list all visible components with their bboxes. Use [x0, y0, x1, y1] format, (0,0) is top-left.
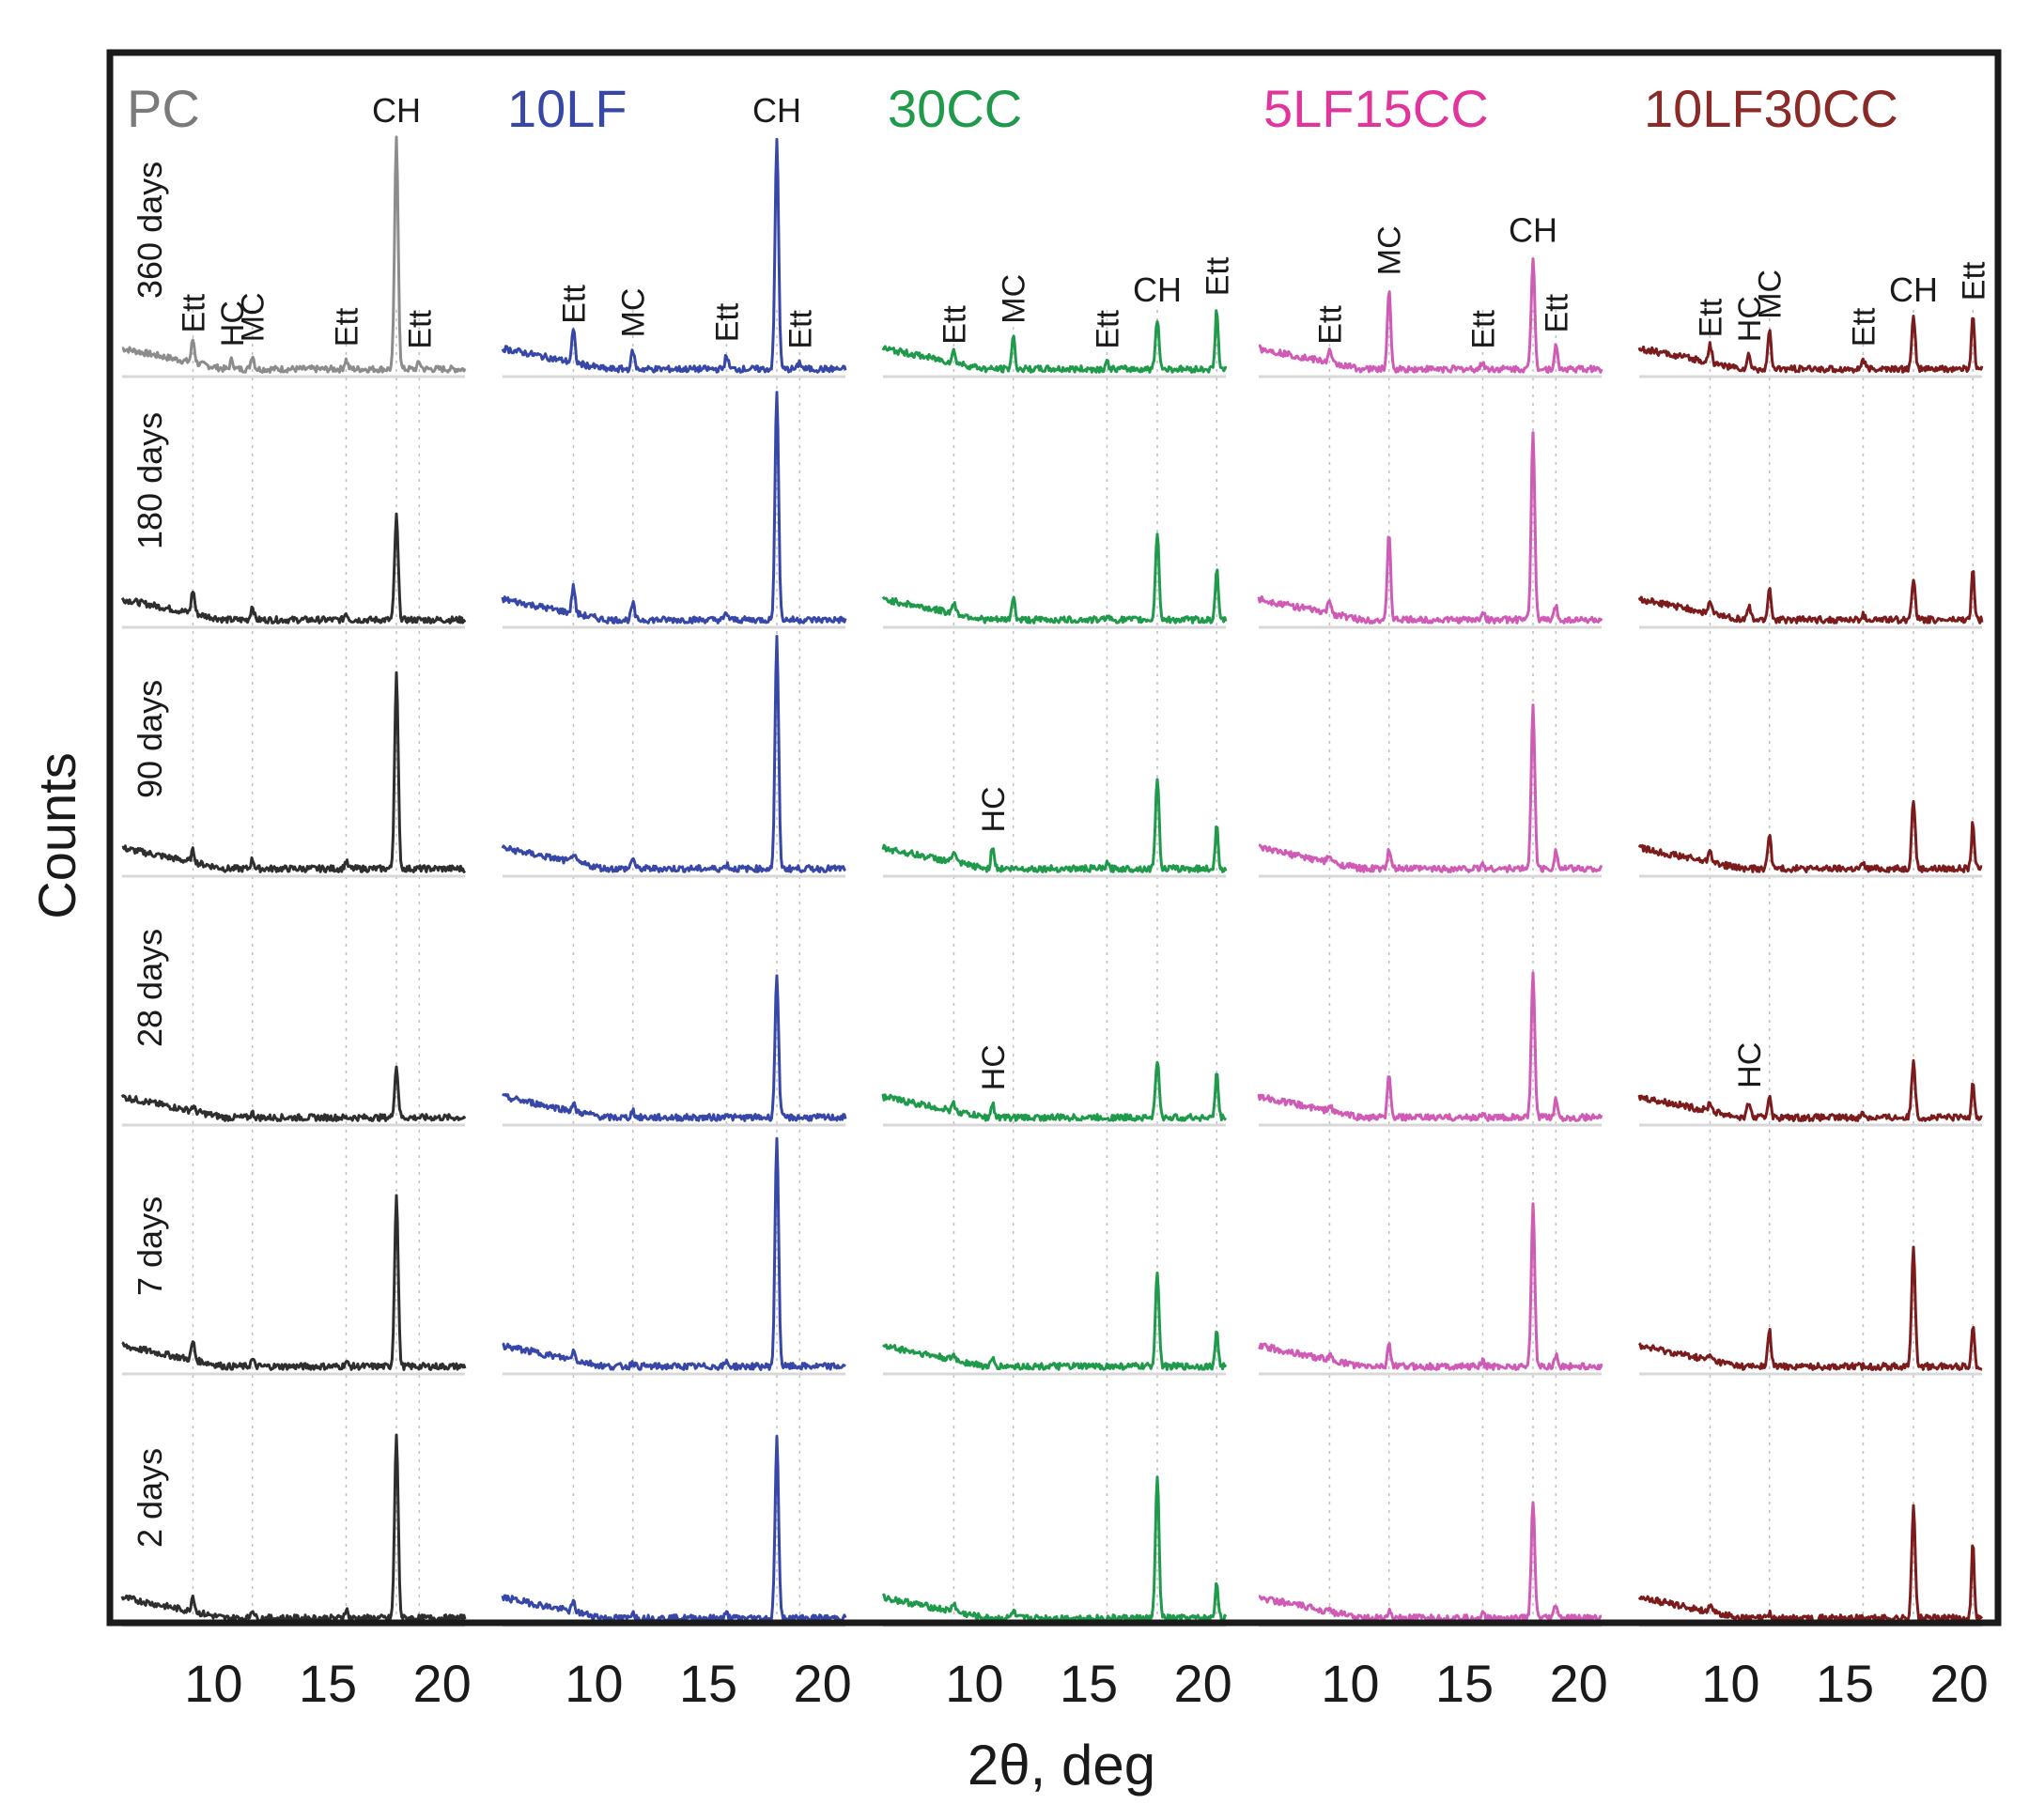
- xrd-trace: [502, 974, 847, 1122]
- age-label: 7 days: [131, 1196, 169, 1296]
- x-tick-label: 15: [1816, 1654, 1874, 1713]
- peak-label-ch: CH: [752, 91, 801, 130]
- xrd-trace: [1637, 315, 1984, 374]
- panel-title: 10LF: [507, 79, 627, 138]
- x-tick-label: 10: [565, 1654, 623, 1713]
- x-tick-label: 10: [1701, 1654, 1759, 1713]
- age-label: 28 days: [131, 929, 169, 1047]
- xrd-trace: [501, 635, 847, 873]
- xrd-trace: [502, 1136, 846, 1371]
- peak-label: MC: [616, 288, 652, 338]
- peak-label: MC: [1753, 270, 1789, 319]
- peak-label-ch: CH: [1889, 270, 1938, 309]
- xrd-trace: [1637, 1058, 1983, 1122]
- x-tick-label: 20: [1174, 1654, 1232, 1713]
- xrd-trace: [501, 137, 847, 374]
- xrd-trace: [1637, 570, 1984, 625]
- x-tick-label: 10: [184, 1654, 242, 1713]
- peak-label: Ett: [1200, 256, 1235, 296]
- panel-title: 30CC: [888, 79, 1022, 138]
- peak-label: Ett: [329, 307, 364, 347]
- xrd-trace: [881, 1060, 1228, 1122]
- peak-label: Ett: [937, 305, 972, 345]
- x-tick-label: 10: [1321, 1654, 1379, 1713]
- x-tick-label: 20: [413, 1654, 472, 1713]
- peak-label: Ett: [1846, 307, 1882, 347]
- x-tick-label: 15: [1060, 1654, 1118, 1713]
- x-tick-label: 20: [794, 1654, 852, 1713]
- xrd-trace: [1637, 799, 1983, 873]
- xrd-trace: [881, 778, 1228, 873]
- age-label: 90 days: [131, 680, 169, 798]
- peak-label: Ett: [1693, 298, 1728, 337]
- x-tick-label: 15: [679, 1654, 737, 1713]
- xrd-trace: [120, 512, 467, 625]
- xrd-trace: [1637, 1245, 1983, 1371]
- panel-title: 10LF30CC: [1644, 79, 1898, 138]
- peak-label: Ett: [1956, 261, 1991, 301]
- peak-label-ch: CH: [1133, 270, 1182, 309]
- plot-frame: [106, 49, 2002, 1627]
- age-label: 2 days: [131, 1448, 169, 1548]
- x-tick-label: 20: [1550, 1654, 1608, 1713]
- peak-label: HC: [976, 786, 1012, 832]
- xrd-trace: [882, 1272, 1228, 1371]
- y-axis-label: Counts: [27, 752, 86, 918]
- xrd-trace: [1257, 1202, 1603, 1371]
- xrd-trace: [120, 1065, 467, 1122]
- x-tick-label: 15: [1435, 1654, 1494, 1713]
- x-tick-label: 20: [1930, 1654, 1989, 1713]
- peak-label: HC: [976, 1044, 1012, 1090]
- xrd-trace: [1637, 1504, 1984, 1623]
- panel-title: 5LF15CC: [1263, 79, 1489, 138]
- xrd-trace: [881, 1475, 1228, 1623]
- xrd-trace: [881, 309, 1228, 374]
- peak-label: Ett: [1312, 305, 1348, 345]
- panel-5lf15cc: 5LF15CC Ett MC Ett CH Ett 10 15 20: [1257, 79, 1608, 1713]
- peak-label-ch: CH: [372, 91, 421, 130]
- peak-label: Ett: [1090, 310, 1125, 349]
- xrd-trace: [881, 532, 1228, 625]
- age-label: 360 days: [131, 162, 169, 299]
- peak-label-ch: CH: [1509, 210, 1557, 249]
- xrd-trace: [121, 671, 467, 873]
- peak-label: Ett: [782, 310, 818, 349]
- xrd-trace: [501, 391, 847, 625]
- peak-label: MC: [997, 274, 1032, 324]
- peak-label: Ett: [556, 285, 592, 324]
- xrd-trace: [1257, 431, 1603, 625]
- peak-label: Ett: [402, 310, 438, 349]
- peak-label: Ett: [176, 293, 211, 332]
- peak-label: HC: [1732, 1042, 1768, 1088]
- peak-label: Ett: [709, 302, 745, 342]
- x-tick-label: 10: [945, 1654, 1003, 1713]
- xrd-trace: [1258, 703, 1603, 873]
- peak-label: Ett: [1539, 293, 1574, 332]
- panel-title: PC: [127, 79, 200, 138]
- age-label: 180 days: [131, 412, 169, 549]
- peak-label: HC: [215, 301, 251, 347]
- xrd-trace: [1258, 257, 1603, 374]
- x-tick-label: 15: [299, 1654, 357, 1713]
- peak-label: MC: [1372, 225, 1408, 275]
- peak-label: Ett: [1465, 310, 1501, 349]
- xrd-trace: [121, 135, 467, 374]
- xrd-trace: [1257, 971, 1603, 1122]
- peak-label: HC: [1732, 296, 1768, 342]
- peak-label: MC: [236, 292, 271, 342]
- xrd-trace: [121, 1194, 467, 1371]
- x-axis-label: 2θ, deg: [968, 1734, 1155, 1797]
